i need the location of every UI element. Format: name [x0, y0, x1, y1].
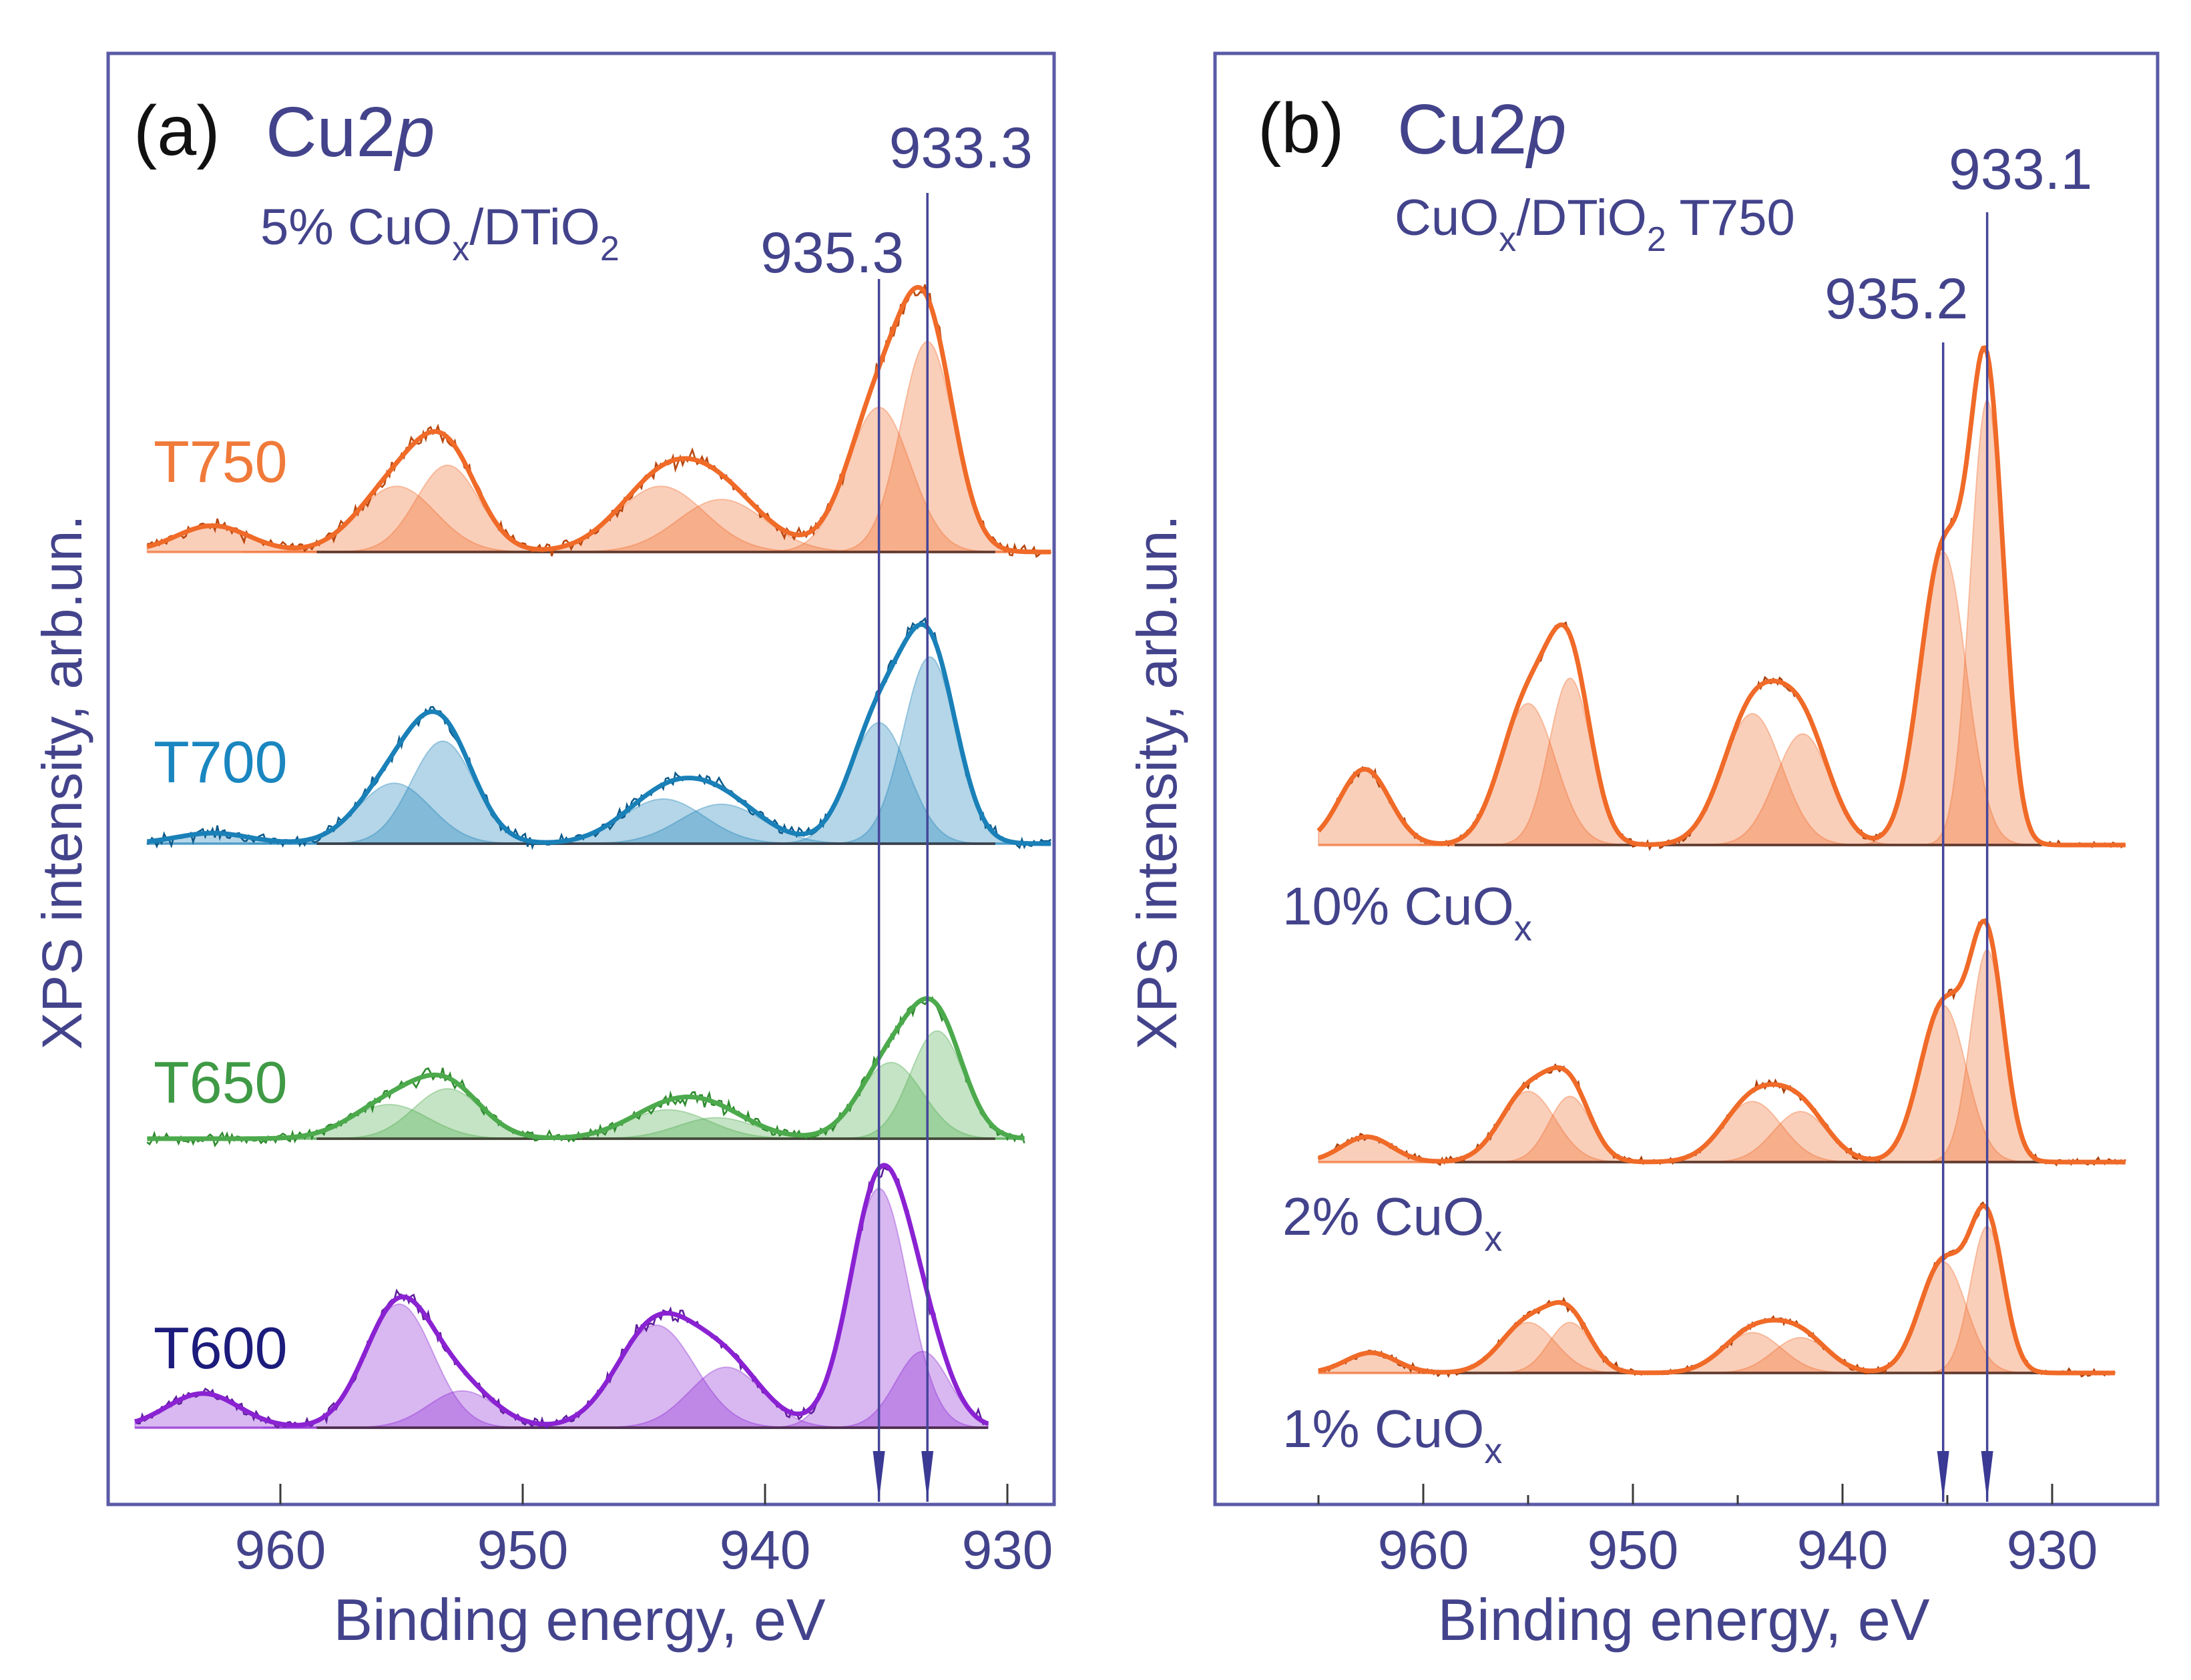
reference-line-label: 935.3 [760, 221, 904, 285]
subtitle-subscript: 2 [600, 230, 620, 268]
fit-envelope-line [134, 1163, 989, 1428]
fit-envelope-line [1318, 1203, 2116, 1376]
spectrum-t650 [146, 996, 1025, 1148]
spectrum-10-cuo [1316, 345, 2126, 852]
series-label: T700 [154, 729, 288, 795]
subtitle-part: 5% CuO [260, 199, 452, 256]
arrow-down-icon [1981, 1451, 1993, 1500]
fit-envelope-line [147, 622, 1051, 846]
panel-a-subtitle: 5% CuOx/DTiO2 [260, 199, 620, 268]
series-label: 2% CuOx [1282, 1187, 1502, 1259]
spectrum-2-cuo [1317, 918, 2127, 1167]
spectrum-t600 [134, 1163, 989, 1430]
title-text: Cu2 [266, 93, 395, 172]
panel-b-subtitle: CuOx/DTiO2 T750 [1395, 190, 1795, 259]
subtitle-subscript: x [1499, 220, 1516, 259]
series-label: 10% CuOx [1282, 876, 1532, 948]
reference-line-label: 933.3 [889, 116, 1033, 180]
panel-a-xlabel: Binding energy, eV [333, 1587, 825, 1653]
series-label-text: T600 [154, 1315, 288, 1381]
fit-component [1693, 733, 1913, 846]
series-label-subscript: x [1484, 1219, 1502, 1259]
arrow-down-icon [873, 1451, 885, 1500]
fit-envelope-line [146, 284, 1051, 555]
panel-a-ylabel: XPS intensity, arb.un. [31, 515, 93, 1050]
series-label-text: 2% CuO [1282, 1187, 1484, 1246]
series-label: 1% CuOx [1282, 1399, 1502, 1471]
panel-a-title: Cu2p [266, 93, 435, 172]
subtitle-part: CuO [1395, 190, 1499, 246]
title-text: Cu2 [1397, 90, 1527, 169]
fit-component [581, 1366, 872, 1428]
series-label: T650 [154, 1049, 288, 1115]
panel-a-label: (a) [134, 91, 220, 170]
x-tick-label: 960 [1378, 1520, 1469, 1581]
reference-line-label: 933.1 [1949, 137, 2092, 202]
series-label-text: T700 [154, 729, 288, 795]
fit-envelope-line [1316, 345, 2126, 848]
panel-b-frame [1213, 51, 2160, 1506]
panel-b-xlabel: Binding energy, eV [1437, 1587, 1929, 1653]
series-label-subscript: x [1514, 908, 1532, 948]
subtitle-part: /DTiO [469, 199, 600, 256]
series-label-text: T750 [154, 429, 288, 495]
series-label-text: T650 [154, 1049, 288, 1115]
panel-a-x-axis: 960 950 940 930 [235, 1484, 1053, 1581]
x-tick-label: 940 [1797, 1520, 1889, 1581]
x-tick-label: 950 [1588, 1520, 1679, 1581]
fit-component [547, 499, 896, 553]
arrow-down-icon [921, 1451, 934, 1500]
title-italic: p [393, 93, 435, 172]
series-label: T750 [154, 429, 288, 495]
series-label-text: 1% CuO [1282, 1399, 1484, 1458]
x-tick-label: 940 [720, 1520, 811, 1581]
subtitle-part: /DTiO [1516, 190, 1647, 246]
panel-b-label: (b) [1258, 89, 1345, 168]
panel-a-plot-area: T750 T700 T650 T600 935.3 933.3 [134, 116, 1052, 1502]
x-tick-label: 930 [2007, 1520, 2098, 1581]
panel-b-ylabel: XPS intensity, arb.un. [1126, 515, 1188, 1050]
x-tick-label: 960 [235, 1520, 326, 1581]
arrow-down-icon [1937, 1451, 1949, 1500]
x-tick-label: 950 [477, 1520, 569, 1581]
series-label-text: 10% CuO [1282, 876, 1514, 936]
fit-envelope-line [1317, 918, 2126, 1165]
spectrum-t750 [146, 284, 1052, 559]
subtitle-subscript: x [452, 230, 469, 268]
panel-b-title: Cu2p [1397, 90, 1566, 169]
series-label: T600 [154, 1315, 288, 1381]
reference-line-label: 935.2 [1824, 267, 1968, 331]
panel-a-frame [106, 51, 1056, 1506]
subtitle-part: T750 [1666, 190, 1795, 246]
title-italic: p [1525, 90, 1566, 169]
panel-b-x-axis: 960 950 940 930 [1317, 1484, 2098, 1581]
series-label-subscript: x [1484, 1431, 1502, 1471]
x-tick-label: 930 [962, 1520, 1053, 1581]
subtitle-subscript: 2 [1647, 220, 1666, 259]
fit-component [762, 1187, 989, 1428]
